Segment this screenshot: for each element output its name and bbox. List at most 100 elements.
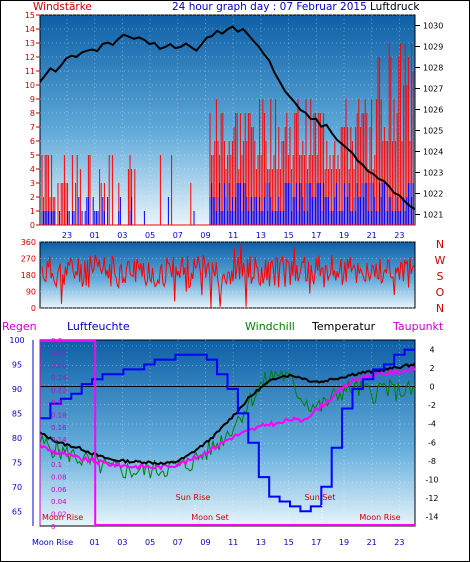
time-tick-label: 01 bbox=[90, 231, 100, 240]
wind-direction-line bbox=[41, 244, 415, 308]
dewpoint-line bbox=[39, 365, 416, 471]
time-tick-label: 21 bbox=[367, 231, 377, 240]
pressure-line bbox=[39, 25, 416, 210]
wind-direction-tick-label: 90 bbox=[26, 288, 36, 297]
temperature-tick-label: -10 bbox=[425, 476, 438, 485]
wind-speed-tick-label: 10 bbox=[25, 81, 35, 90]
wind-speed-tick-label: 11 bbox=[25, 67, 35, 76]
wind-speed-tick-label: 12 bbox=[25, 53, 35, 62]
humidity-tick-label: 85 bbox=[12, 409, 22, 418]
wind-speed-tick-label: 8 bbox=[30, 109, 35, 118]
rain-tick-label: 0.2 bbox=[51, 399, 62, 407]
pressure-tick-label: 1025 bbox=[423, 127, 443, 136]
wind-speed-tick-label: 0 bbox=[30, 221, 35, 230]
time-tick-label: 09 bbox=[200, 538, 210, 547]
time-tick-label: 17 bbox=[311, 538, 321, 547]
rain-tick-label: 0.08 bbox=[51, 473, 67, 481]
pressure-tick-label: 1022 bbox=[423, 190, 443, 199]
compass-label: N bbox=[436, 238, 444, 251]
rain-tick-label: 0.06 bbox=[51, 486, 67, 494]
temperature-line bbox=[39, 362, 416, 466]
rain-tick-label: 0.28 bbox=[51, 349, 67, 357]
time-tick-label: 19 bbox=[339, 538, 349, 547]
legend-temperatur: Temperatur bbox=[311, 320, 376, 333]
rain-line bbox=[40, 340, 415, 526]
pressure-tick-label: 1023 bbox=[423, 169, 443, 178]
rain-tick-label: 0.16 bbox=[51, 424, 67, 432]
time-tick-label: 05 bbox=[145, 538, 155, 547]
compass-label: N bbox=[436, 302, 444, 315]
moon-rise-label-2: Moon Rise bbox=[359, 513, 400, 522]
time-tick-label: 11 bbox=[228, 538, 238, 547]
pressure-tick-label: 1028 bbox=[423, 64, 443, 73]
wind-direction-tick-label: 0 bbox=[31, 304, 36, 313]
legend-windchill: Windchill bbox=[245, 320, 295, 333]
time-tick-label: 17 bbox=[311, 231, 321, 240]
wind-speed-tick-label: 6 bbox=[30, 137, 35, 146]
legend-taupunkt: Taupunkt bbox=[392, 320, 444, 333]
time-tick-label: 07 bbox=[173, 538, 183, 547]
moon-rise-label: Moon Rise bbox=[42, 513, 83, 522]
wind-speed-tick-label: 13 bbox=[25, 39, 35, 48]
humidity-tick-label: 70 bbox=[12, 483, 22, 492]
wind-speed-tick-label: 15 bbox=[25, 11, 35, 20]
rain-tick-label: 0.1 bbox=[51, 461, 62, 469]
moon-rise-axis-label: Moon Rise bbox=[32, 538, 73, 547]
humidity-tick-label: 80 bbox=[12, 434, 22, 443]
temperature-tick-label: 4 bbox=[429, 345, 434, 354]
pressure-tick-label: 1021 bbox=[423, 211, 443, 220]
time-tick-label: 13 bbox=[256, 231, 266, 240]
humidity-tick-label: 75 bbox=[12, 458, 22, 467]
humidity-tick-label: 90 bbox=[12, 385, 22, 394]
rain-tick-label: 0.12 bbox=[51, 449, 67, 457]
rain-tick-label: 0.18 bbox=[51, 411, 67, 419]
compass-label: W bbox=[435, 254, 446, 267]
moon-set-label: Moon Set bbox=[191, 513, 228, 522]
rain-tick-label: 0 bbox=[51, 523, 55, 531]
pressure-tick-label: 1024 bbox=[423, 148, 443, 157]
time-tick-label: 01 bbox=[90, 538, 100, 547]
wind-speed-tick-label: 14 bbox=[25, 25, 35, 34]
temperature-tick-label: 0 bbox=[429, 383, 434, 392]
climate-panel bbox=[39, 339, 416, 527]
time-tick-label: 03 bbox=[117, 231, 127, 240]
temperature-tick-label: -2 bbox=[428, 401, 436, 410]
wind-direction-tick-label: 360 bbox=[21, 238, 36, 247]
wind-speed-axis-label: Windstärke bbox=[33, 1, 92, 13]
temperature-tick-label: -12 bbox=[425, 494, 438, 503]
rain-tick-label: 0.02 bbox=[51, 511, 67, 519]
sun-set-label: Sun Set bbox=[305, 493, 336, 502]
temperature-tick-label: -4 bbox=[428, 420, 436, 429]
rain-tick-label: 0.22 bbox=[51, 387, 67, 395]
pressure-tick-label: 1029 bbox=[423, 43, 443, 52]
wind-speed-tick-label: 4 bbox=[30, 165, 35, 174]
wind-direction-tick-label: 180 bbox=[21, 271, 36, 280]
time-tick-label: 05 bbox=[145, 231, 155, 240]
compass-label: O bbox=[436, 286, 445, 299]
legend-luftfeuchte: Luftfeuchte bbox=[67, 320, 130, 333]
humidity-tick-label: 65 bbox=[12, 507, 22, 516]
compass-label: S bbox=[437, 270, 444, 283]
wind-speed-tick-label: 5 bbox=[30, 151, 35, 160]
time-tick-label: 11 bbox=[228, 231, 238, 240]
time-tick-label: 13 bbox=[256, 538, 266, 547]
humidity-tick-label: 100 bbox=[9, 336, 24, 345]
legend-regen: Regen bbox=[2, 320, 37, 333]
wind-speed-tick-label: 3 bbox=[30, 179, 35, 188]
pressure-tick-label: 1026 bbox=[423, 106, 443, 115]
time-tick-label: 09 bbox=[200, 231, 210, 240]
rain-tick-label: 0.26 bbox=[51, 362, 67, 370]
time-tick-label: 23 bbox=[394, 231, 404, 240]
wind-speed-tick-label: 7 bbox=[30, 123, 35, 132]
temperature-tick-label: -6 bbox=[428, 438, 436, 447]
wind-direction-tick-label: 270 bbox=[21, 255, 36, 264]
rain-tick-label: 0.14 bbox=[51, 436, 67, 444]
wind-speed-tick-label: 2 bbox=[30, 193, 35, 202]
humidity-tick-label: 95 bbox=[12, 360, 22, 369]
humidity-line bbox=[40, 348, 415, 513]
rain-tick-label: 0.3 bbox=[51, 337, 62, 345]
time-tick-label: 03 bbox=[117, 538, 127, 547]
time-tick-label: 21 bbox=[367, 538, 377, 547]
pressure-tick-label: 1030 bbox=[423, 22, 443, 31]
